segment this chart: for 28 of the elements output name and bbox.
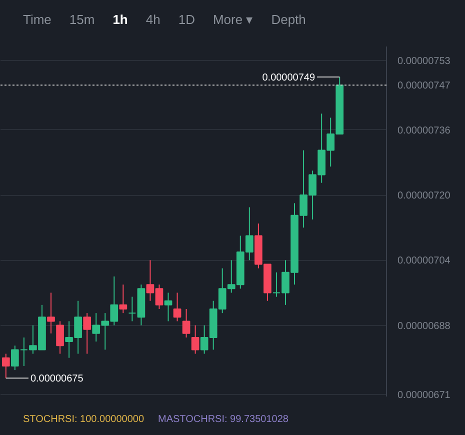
text: Time — [23, 12, 52, 27]
candlestick — [191, 324, 200, 354]
candlestick — [182, 308, 190, 338]
candlestick — [128, 296, 136, 322]
annotation: 0.00000749 — [262, 72, 316, 84]
ref-line-label: 0.00000747 — [398, 80, 451, 92]
y-tick-label: 0.00000736 — [398, 125, 451, 136]
text: 1h — [112, 12, 128, 27]
text: 4h — [146, 12, 160, 27]
text: 1D — [178, 12, 195, 27]
text: More ▾ — [212, 12, 254, 27]
candlestick — [56, 320, 64, 354]
y-tick-label: 0.00000720 — [398, 190, 451, 202]
y-tick-label: 0.00000688 — [398, 320, 451, 332]
text: STOCHRSI: 100.00000000 — [23, 414, 144, 425]
text: MASTOCHRSI: 99.73501028 — [158, 414, 288, 425]
y-tick-label: 0.00000671 — [398, 390, 451, 401]
text: 15m — [69, 12, 95, 27]
y-tick-label: 0.00000753 — [398, 56, 451, 68]
y-tick-label: 0.00000704 — [398, 256, 451, 267]
candlestick — [164, 292, 172, 322]
candlestick — [2, 353, 10, 379]
annotation: 0.00000675 — [30, 374, 84, 385]
candlestick — [173, 292, 182, 322]
candlestick — [47, 292, 55, 334]
candlestick — [119, 284, 128, 314]
text: Depth — [271, 12, 306, 27]
candlestick — [83, 312, 92, 354]
